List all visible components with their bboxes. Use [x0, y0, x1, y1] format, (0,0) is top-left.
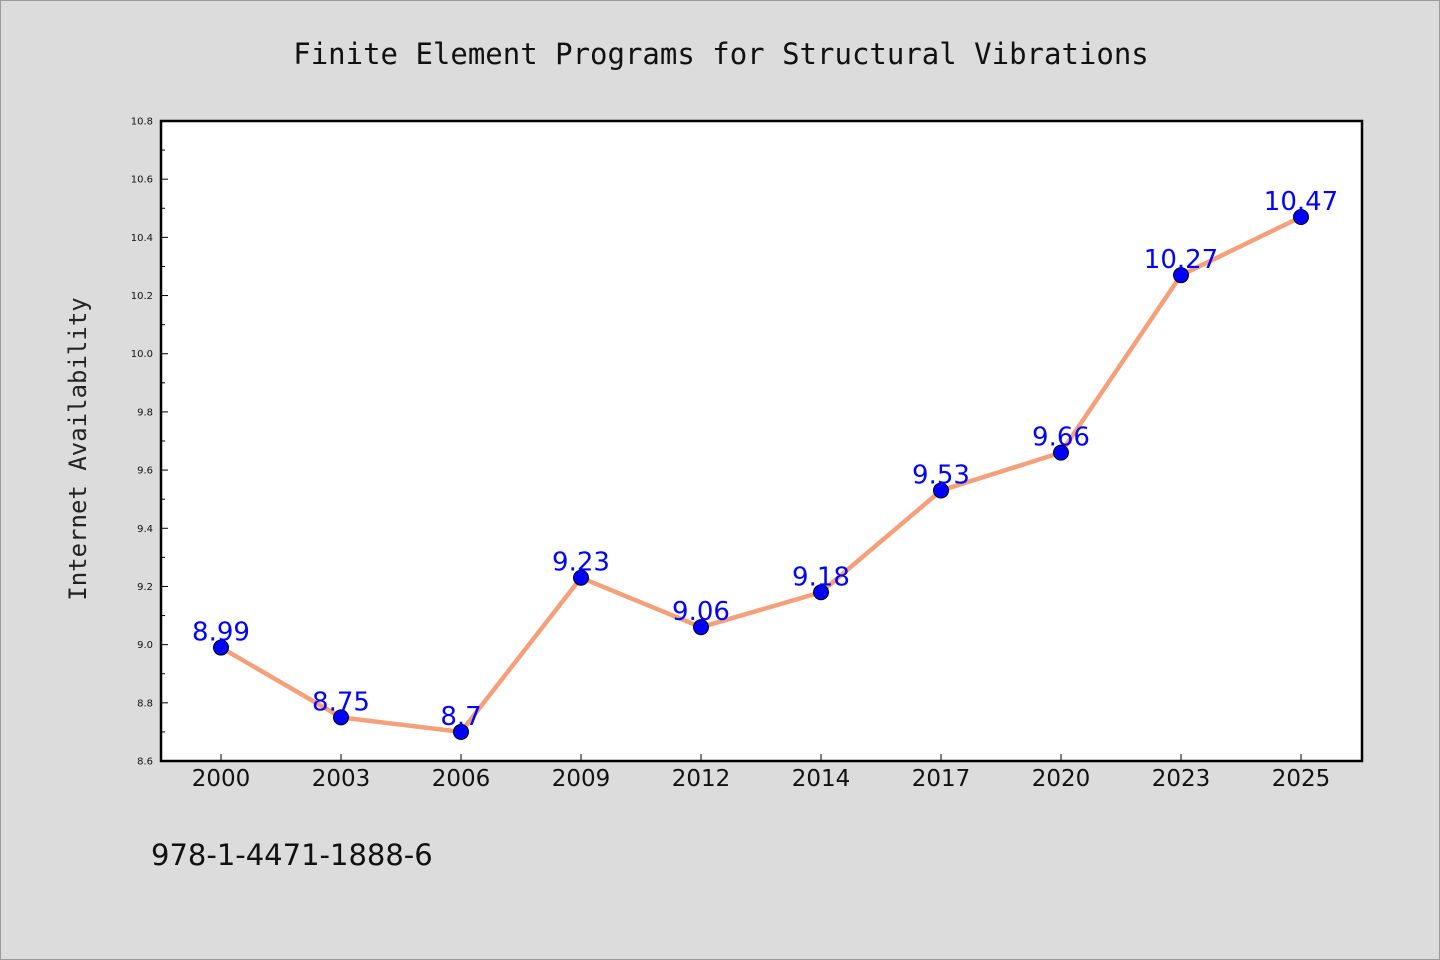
x-tick-label: 2003 — [312, 766, 371, 792]
data-label: 9.66 — [1032, 423, 1090, 453]
y-tick-label: 10.8 — [131, 117, 153, 128]
y-tick-label: 9.8 — [137, 407, 153, 418]
x-tick-label: 2025 — [1272, 766, 1331, 792]
y-tick-label: 9.4 — [137, 524, 153, 535]
data-point — [693, 619, 709, 636]
data-label: 8.75 — [312, 687, 370, 717]
y-tick-label: 10.0 — [131, 349, 153, 360]
data-label: 10.47 — [1264, 187, 1338, 217]
data-point — [1293, 209, 1309, 225]
data-point — [213, 639, 229, 656]
data-label: 9.23 — [552, 548, 610, 578]
series-line — [218, 214, 1304, 735]
data-label: 10.27 — [1144, 245, 1218, 275]
y-axis-ticks: 8.6 8.8 9.0 9.2 9.4 9.6 9.8 10.0 10.2 10.4 10.6 10.… — [131, 117, 168, 768]
data-point — [573, 569, 589, 586]
x-tick-label: 2006 — [432, 766, 491, 792]
data-point — [333, 709, 349, 726]
y-tick-label: 10.6 — [131, 175, 153, 186]
data-label: 9.18 — [792, 562, 850, 592]
y-tick-label: 9.0 — [137, 640, 153, 651]
data-labels: 8.99 8.75 8.7 9.23 9.06 9.18 9.53 9.66 10.27 10.4… — [192, 187, 1338, 732]
data-label: 8.99 — [192, 618, 250, 648]
data-point — [813, 584, 829, 601]
y-tick-label: 9.6 — [137, 466, 153, 477]
x-tick-label: 2023 — [1152, 766, 1211, 792]
y-tick-label: 8.8 — [137, 698, 153, 709]
x-tick-label: 2017 — [912, 766, 971, 792]
x-tick-label: 2020 — [1032, 766, 1091, 792]
series-markers — [213, 209, 1309, 740]
x-tick-label: 2012 — [672, 766, 731, 792]
data-label: 9.06 — [672, 597, 730, 627]
data-point — [1173, 267, 1189, 284]
y-tick-label: 10.2 — [131, 291, 153, 302]
y-tick-label: 10.4 — [131, 233, 153, 244]
chart-title: Finite Element Programs for Structural V… — [293, 37, 1149, 71]
y-tick-label: 8.6 — [137, 757, 153, 768]
x-axis-ticks: 2000 2003 2006 2009 2012 2014 2017 2020 2023 2025 — [192, 754, 1331, 792]
plot-area — [159, 119, 1364, 763]
x-tick-label: 2000 — [192, 766, 251, 792]
x-tick-label: 2014 — [792, 766, 851, 792]
isbn-label: 978-1-4471-1888-6 — [151, 838, 433, 872]
data-label: 8.7 — [440, 702, 481, 732]
series-polyline — [218, 214, 1304, 735]
data-point — [453, 723, 469, 740]
data-point — [1053, 444, 1069, 461]
y-axis-label: Internet Availability — [64, 297, 92, 600]
data-label: 9.53 — [912, 460, 970, 490]
data-point — [933, 482, 949, 499]
y-tick-label: 9.2 — [137, 582, 153, 593]
x-tick-label: 2009 — [552, 766, 611, 792]
